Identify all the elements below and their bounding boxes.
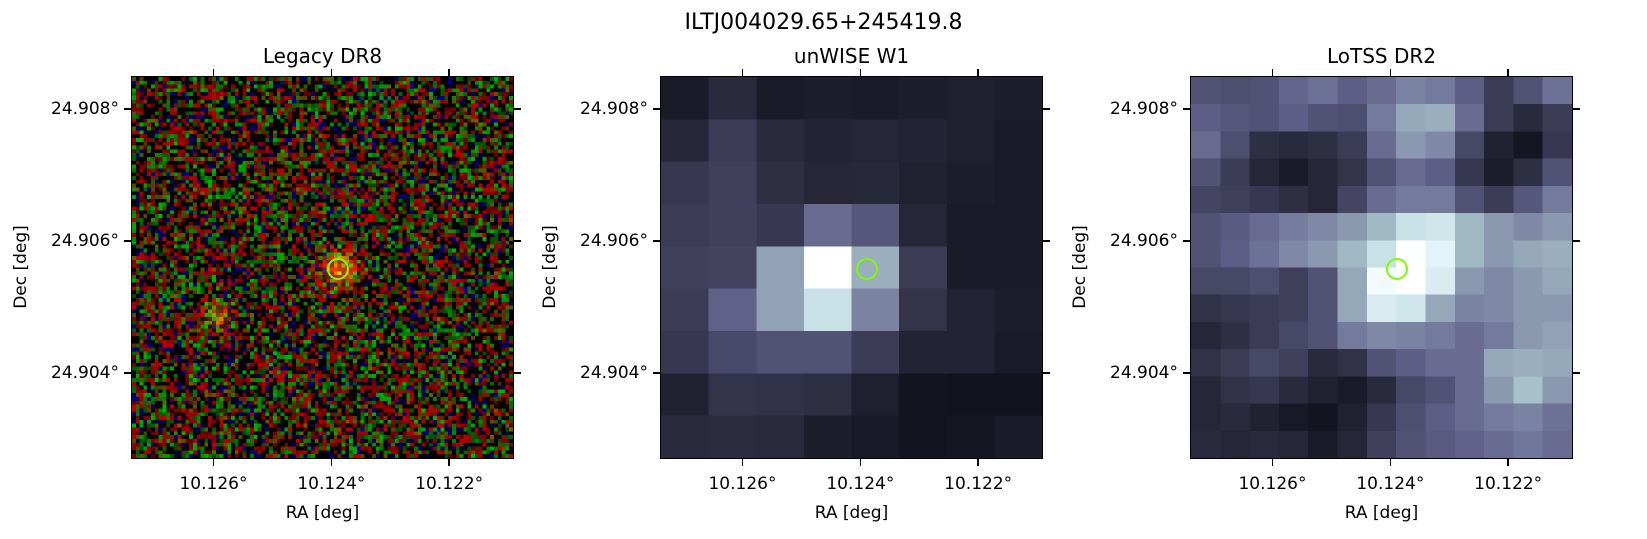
figure-title: ILTJ004029.65+245419.8 [684,10,963,35]
y-tick-mark [1573,372,1580,374]
x-tick-mark [1507,69,1509,76]
y-tick-mark [514,108,521,110]
x-tick-mark [1389,69,1392,76]
x-tick-mark [330,459,333,466]
x-tick-mark [212,459,215,466]
x-tick-label: 10.122° [415,474,484,494]
x-tick-mark [448,69,450,76]
image-frame [1190,76,1573,459]
y-tick-label: 24.908° [51,99,119,120]
image-frame [131,76,514,459]
x-tick-mark [1271,459,1274,466]
x-tick-label: 10.122° [1474,474,1543,494]
y-tick-mark [1183,108,1190,110]
x-tick-mark [859,459,862,466]
y-tick-mark [1183,372,1190,374]
panel-legacy: Legacy DR8 RA [deg] Dec [deg] 10.126° 10.… [11,0,521,539]
y-tick-mark [1183,240,1190,242]
x-tick-mark [859,69,862,76]
x-tick-label: 10.124° [297,474,366,494]
y-tick-label: 24.908° [580,99,648,120]
y-tick-label: 24.904° [1110,363,1178,384]
x-tick-label: 10.124° [826,474,895,494]
x-axis-label: RA [deg] [1344,503,1419,523]
source-marker-circle [327,257,350,280]
image-frame [660,76,1043,459]
x-axis-label: RA [deg] [814,503,889,523]
x-tick-mark [330,69,333,76]
y-tick-label: 24.908° [1110,99,1178,120]
x-tick-mark [741,69,744,76]
x-tick-mark [741,459,744,466]
y-tick-mark [1043,372,1050,374]
y-tick-mark [124,240,131,242]
x-tick-mark [448,459,450,466]
x-tick-mark [977,69,979,76]
x-tick-mark [1389,459,1392,466]
y-tick-mark [653,372,660,374]
legacy-image [132,77,513,458]
y-tick-mark [124,108,131,110]
panel-lotss: LoTSS DR2 RA [deg] Dec [deg] 10.126° 10.1… [1070,0,1580,539]
y-tick-mark [1573,108,1580,110]
y-tick-mark [653,240,660,242]
y-tick-mark [514,372,521,374]
panel-title: Legacy DR8 [262,44,383,68]
y-tick-mark [1043,108,1050,110]
y-tick-mark [1043,240,1050,242]
y-tick-mark [1573,240,1580,242]
panel-title: unWISE W1 [793,44,910,68]
panel-unwise: unWISE W1 RA [deg] Dec [deg] 10.126° 10.1… [540,0,1050,539]
source-marker-circle [856,257,879,280]
panel-title: LoTSS DR2 [1326,44,1436,68]
x-tick-label: 10.122° [944,474,1013,494]
x-tick-label: 10.124° [1356,474,1425,494]
x-tick-mark [1271,69,1274,76]
x-tick-label: 10.126° [1238,474,1307,494]
x-tick-mark [1507,459,1509,466]
y-tick-mark [124,372,131,374]
x-tick-mark [977,459,979,466]
y-tick-label: 24.906° [51,231,119,252]
y-tick-mark [514,240,521,242]
y-tick-label: 24.906° [580,231,648,252]
lotss-image [1191,77,1572,458]
y-tick-mark [653,108,660,110]
y-tick-label: 24.904° [51,363,119,384]
y-tick-label: 24.904° [580,363,648,384]
source-marker-circle [1386,257,1409,280]
x-tick-mark [212,69,215,76]
x-tick-label: 10.126° [179,474,248,494]
x-tick-label: 10.126° [708,474,777,494]
y-tick-label: 24.906° [1110,231,1178,252]
x-axis-label: RA [deg] [285,503,360,523]
unwise-image [661,77,1042,458]
